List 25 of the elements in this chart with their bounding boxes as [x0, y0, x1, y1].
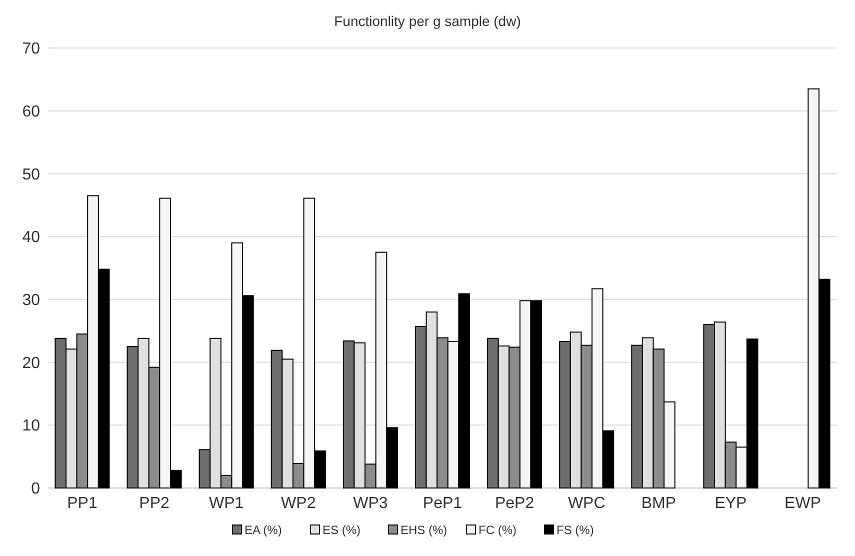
x-tick-label: PeP1 [422, 495, 462, 512]
y-tick-label: 60 [22, 103, 40, 120]
chart-title: Functionlity per g sample (dw) [334, 13, 521, 29]
y-tick-label: 30 [22, 292, 40, 310]
x-tick-label: WPC [568, 495, 606, 512]
y-tick-label: 40 [22, 229, 40, 246]
x-tick-label: WP1 [209, 495, 244, 512]
x-tick-label: PeP2 [494, 495, 534, 512]
legend-label: FS (%) [556, 523, 594, 537]
x-tick-label: PP1 [67, 495, 98, 512]
y-tick-label: 0 [31, 480, 40, 498]
x-tick-label: WP3 [353, 495, 388, 512]
x-tick-label: PP2 [139, 495, 170, 512]
y-tick-label: 70 [22, 40, 40, 58]
x-tick-label: EWP [784, 495, 821, 512]
x-tick-label: WP2 [281, 495, 316, 512]
y-tick-label: 50 [22, 166, 40, 184]
legend-label: ES (%) [322, 523, 361, 537]
y-tick-label: 10 [22, 418, 40, 435]
legend-label: FC (%) [478, 523, 516, 537]
legend-label: EHS (%) [400, 523, 448, 537]
x-tick-label: EYP [714, 495, 747, 512]
x-tick-label: BMP [641, 495, 676, 512]
y-tick-label: 20 [22, 354, 40, 372]
legend-label: EA (%) [244, 523, 282, 537]
